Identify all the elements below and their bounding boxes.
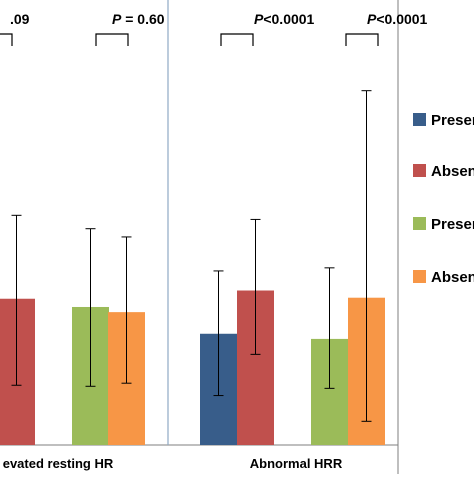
- p-value-layer: .09 P = 0.60 P<0.0001 P<0.0001: [0, 11, 428, 46]
- legend-swatch-absent-orange: [413, 270, 426, 283]
- legend-label-absent-red: Absen: [431, 163, 474, 180]
- legend-label-present-green: Presen: [431, 216, 474, 233]
- group-label: Abnormal HRR: [250, 456, 343, 471]
- significance-bracket: [0, 33, 13, 46]
- legend-swatch-present-green: [413, 217, 426, 230]
- legend-swatch-present-blue: [413, 113, 426, 126]
- error-bar-layer: [11, 90, 372, 422]
- legend-label-present-blue: Presen: [431, 112, 474, 129]
- p-value-label: P<0.0001: [254, 11, 315, 27]
- bar-absent-red: [0, 298, 35, 445]
- group-label: evated resting HR: [3, 456, 114, 471]
- significance-bracket: [345, 33, 379, 46]
- legend: Presen Absen Presen Absen: [413, 112, 474, 286]
- significance-bracket: [95, 33, 129, 46]
- group-label-layer: evated resting HR Abnormal HRR: [3, 456, 343, 471]
- legend-label-absent-orange: Absen: [431, 269, 474, 286]
- p-value-label: P<0.0001: [367, 11, 428, 27]
- bar-layer: [0, 290, 385, 445]
- legend-swatch-absent-red: [413, 164, 426, 177]
- significance-bracket: [220, 33, 254, 46]
- p-value-label: .09: [10, 11, 30, 27]
- p-value-label: P = 0.60: [112, 11, 165, 27]
